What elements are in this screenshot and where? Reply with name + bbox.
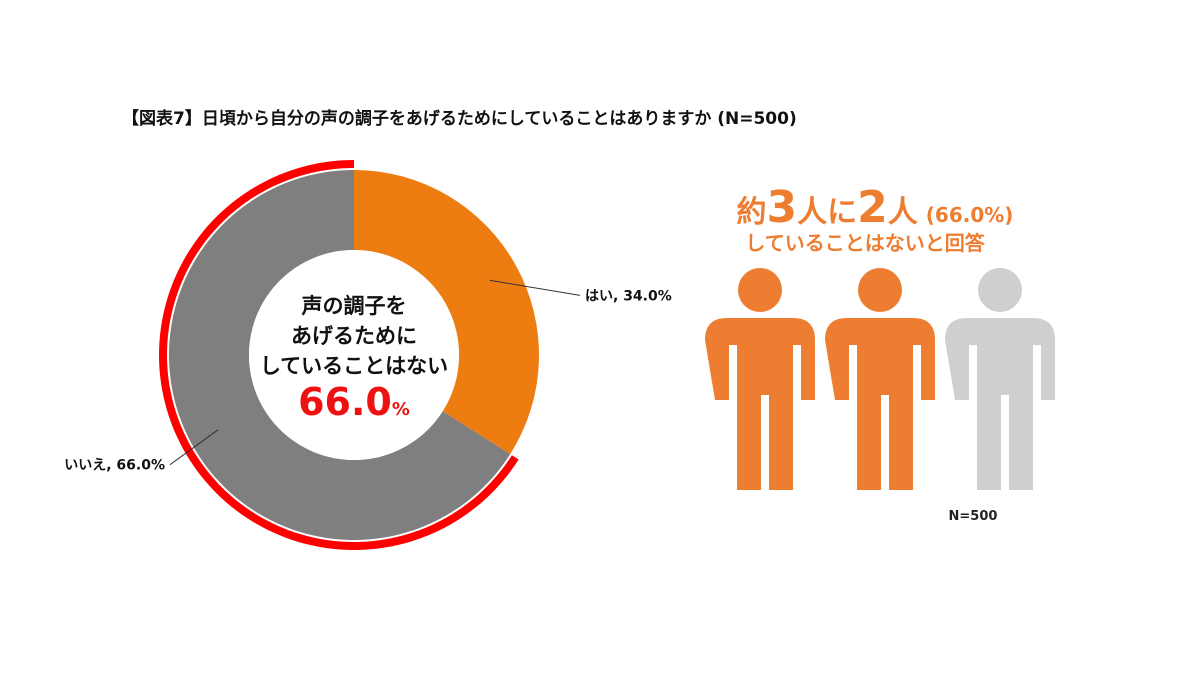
slice [168, 170, 511, 540]
person-body [945, 318, 1055, 490]
person-icon [945, 268, 1055, 490]
sample-note: N=500 [949, 509, 998, 524]
subheadline: していることはないと回答 [745, 231, 985, 255]
person-head [738, 268, 782, 312]
person-icon [825, 268, 935, 490]
headline-part: 約 [737, 195, 767, 230]
center-unit: % [392, 399, 410, 420]
slice [354, 170, 539, 455]
person-body [705, 318, 815, 490]
center-text: 声の調子を [301, 294, 407, 318]
headline-note: (66.0%) [926, 203, 1014, 227]
person-head [858, 268, 902, 312]
person-icon [705, 268, 815, 490]
center-text: あげるために [291, 324, 417, 348]
center-value: 66.0% [298, 380, 410, 424]
headline-part: 人 [888, 195, 918, 230]
leader-line [169, 429, 219, 466]
person-head [978, 268, 1022, 312]
donut-hole [249, 250, 459, 460]
headline: 約3人に2人 (66.0%) [737, 182, 1014, 233]
leader-line [489, 279, 581, 296]
headline-part: 2 [857, 182, 888, 233]
center-number: 66.0 [298, 380, 392, 424]
headline-part: 3 [767, 182, 798, 233]
center-text: していることはない [260, 354, 448, 378]
slice-label: いいえ, 66.0% [64, 458, 165, 474]
chart-title: 【図表7】日頃から自分の声の調子をあげるためにしていることはありますか (N=5… [122, 108, 797, 129]
headline-part: 人に [797, 195, 857, 230]
person-body [825, 318, 935, 490]
slice-label: はい, 34.0% [585, 288, 672, 304]
